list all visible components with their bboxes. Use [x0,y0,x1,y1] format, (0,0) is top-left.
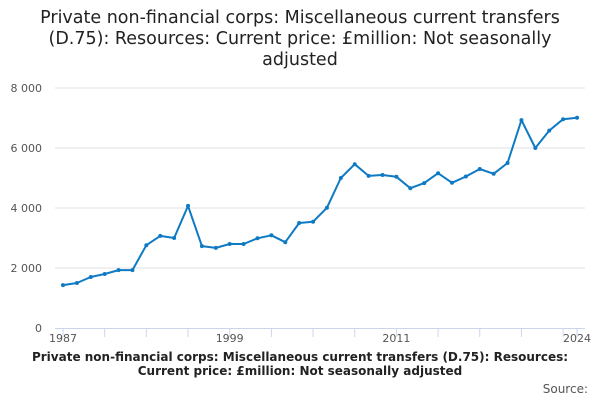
data-point [547,128,552,133]
y-tick-label: 2 000 [11,262,43,275]
y-tick-label: 6 000 [11,142,43,155]
data-point [158,233,163,238]
data-point [408,186,413,191]
data-point [130,268,135,273]
data-point [227,242,232,246]
data-point [61,283,65,288]
data-point [449,180,454,185]
data-point [463,174,468,179]
data-point [241,242,246,246]
data-point [561,117,566,122]
data-point [436,171,441,176]
data-point [213,245,218,250]
data-point [477,167,482,171]
data-point [575,115,579,120]
data-point [297,221,302,225]
data-point [269,233,274,238]
data-point [352,162,357,167]
source-label: Source: [542,382,588,396]
data-point [199,244,204,249]
chart-caption: Private non-financial corps: Miscellaneo… [31,350,569,378]
data-point [102,272,107,276]
data-point [519,118,524,123]
x-tick-label: 1987 [49,332,77,345]
data-point [116,268,121,273]
data-point [74,281,79,285]
data-point [324,205,329,210]
y-tick-label: 8 000 [11,82,43,95]
x-tick-label: 2024 [563,332,591,345]
data-point [491,171,496,176]
data-point [394,174,399,179]
data-point [505,161,510,165]
data-point [422,181,427,186]
y-tick-label: 4 000 [11,202,43,215]
series-line [62,116,578,287]
line-chart: 0 2 000 4 000 6 000 8 000 1987 1999 2011 2024 [11,82,592,345]
data-point [172,236,177,240]
data-point [311,219,316,224]
x-tick-label: 1999 [216,332,244,345]
data-point [283,240,288,245]
data-point [255,236,260,241]
data-point [186,203,191,208]
data-point [533,146,538,150]
data-point [338,176,343,180]
data-point [366,173,371,178]
x-tick-label: 2011 [382,332,410,345]
data-point [88,275,93,279]
data-point [144,243,149,248]
chart-title: Private non-financial corps: Miscellaneo… [40,8,560,70]
y-tick-label: 0 [35,322,42,335]
data-point [380,173,385,177]
